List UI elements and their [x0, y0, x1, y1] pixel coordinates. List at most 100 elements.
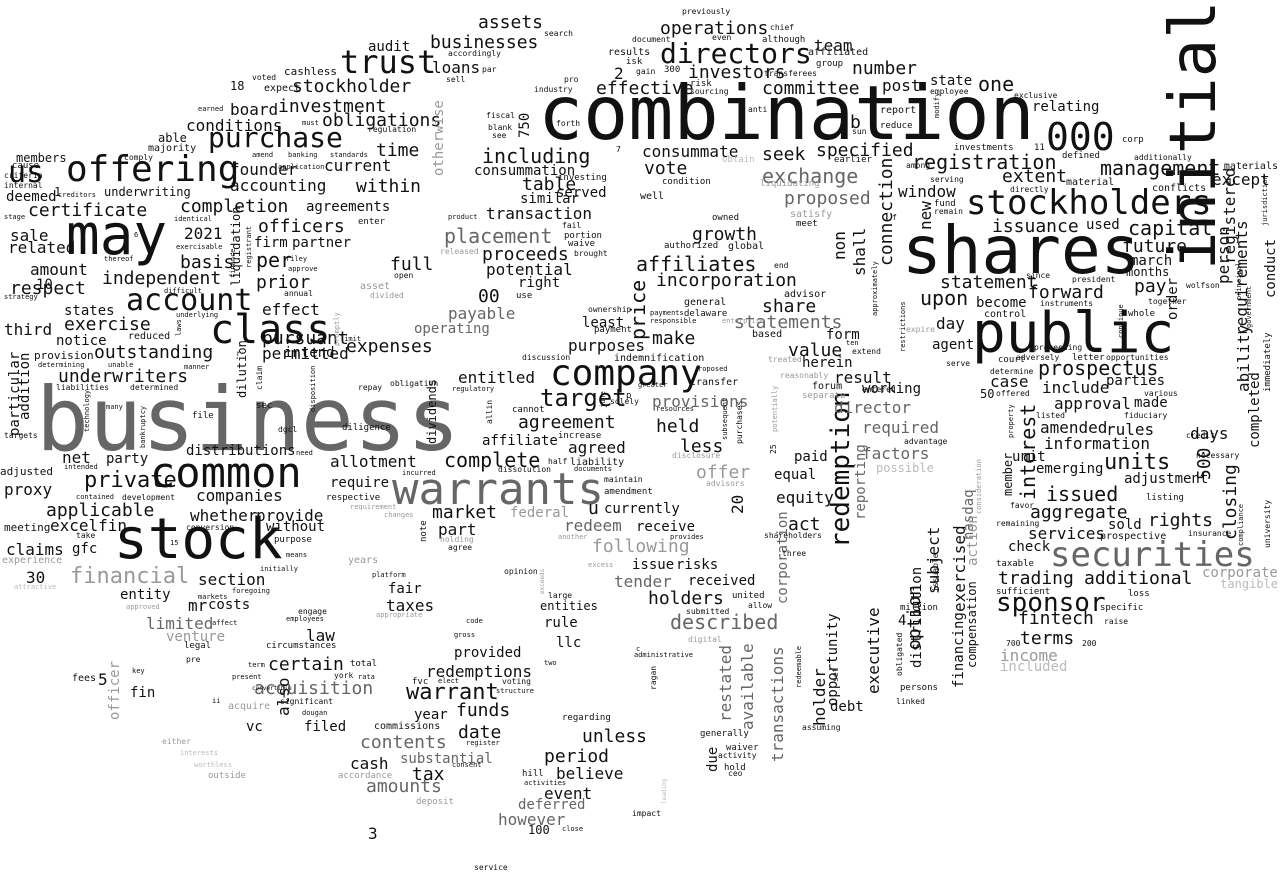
word-persons: persons	[900, 683, 938, 693]
word-necessary: necessary	[1196, 451, 1240, 460]
word-expenses: expenses	[346, 336, 433, 357]
word-effect: effect	[262, 300, 320, 319]
word-officer: officer	[107, 660, 123, 720]
word-ii: ii	[212, 697, 221, 705]
word-used: used	[1086, 217, 1120, 233]
word-statements: statements	[734, 312, 843, 333]
word-discussion: discussion	[522, 353, 571, 362]
word-defined: defined	[1062, 151, 1100, 161]
word-agree: agree	[448, 543, 473, 552]
word-proxy: proxy	[4, 480, 53, 499]
word-even: even	[712, 33, 732, 42]
word-opinion: opinion	[504, 567, 538, 576]
word-pay: pay	[1134, 276, 1167, 297]
word-additional: additional	[1084, 568, 1193, 589]
word-officers: officers	[258, 216, 345, 237]
word-fintech: fintech	[1018, 608, 1094, 629]
word-statement: statement	[940, 272, 1038, 293]
word-operations: operations	[660, 18, 769, 39]
word-income: income	[1000, 646, 1058, 665]
word-act: act	[788, 514, 821, 535]
word-amount: amount	[30, 260, 88, 279]
word-described: described	[670, 610, 779, 634]
word-possible: possible	[876, 461, 934, 475]
word-cash: cash	[350, 754, 389, 773]
word-regarding: regarding	[562, 713, 611, 723]
word-earned: earned	[198, 105, 224, 113]
word-principal: principal	[1235, 262, 1243, 300]
word-except: except	[1212, 170, 1270, 189]
word-thereof: thereof	[104, 255, 134, 263]
word-parties: parties	[1106, 373, 1166, 389]
word-trading: trading	[998, 568, 1074, 589]
word-present: present	[232, 673, 262, 681]
word-released: released	[440, 247, 479, 256]
word-owned: owned	[712, 213, 740, 223]
word-years: years	[348, 555, 379, 566]
word-requirement: requirement	[350, 503, 397, 511]
word-sale: sale	[10, 226, 49, 245]
word-loss: loss	[1128, 589, 1150, 599]
word-executive: executive	[864, 607, 883, 694]
word-purpose: purpose	[274, 535, 312, 545]
word-approve: approve	[288, 265, 318, 273]
word-effective: effective	[596, 78, 694, 99]
word-currently: currently	[604, 501, 680, 517]
word-resources: resources	[656, 405, 694, 413]
word-remaining: remaining	[996, 519, 1040, 528]
word-greater: greater	[638, 381, 668, 389]
word-check: check	[1008, 539, 1051, 555]
word-action: action	[965, 515, 981, 566]
word-completed: completed	[1247, 372, 1263, 448]
word-taxes: taxes	[386, 596, 435, 615]
word-year: year	[414, 707, 448, 723]
word-agent: agent	[932, 337, 975, 353]
word-claim: claim	[255, 365, 264, 390]
word-amended: amended	[1040, 418, 1108, 437]
word-believe: believe	[556, 764, 624, 783]
word-days: days	[1190, 424, 1229, 443]
word-case: case	[990, 372, 1029, 391]
word-4: 4	[898, 613, 907, 629]
word-application: application	[278, 163, 325, 171]
word-continue: continue	[1117, 304, 1125, 338]
word-bankruptcy: bankruptcy	[139, 405, 147, 448]
word-corp: corp	[1122, 135, 1144, 145]
word-prior: prior	[256, 272, 311, 293]
word-brought: brought	[574, 249, 608, 258]
word-accordingly: accordingly	[448, 49, 501, 58]
word-provide: provide	[256, 506, 324, 525]
word-anti: anti	[748, 105, 768, 114]
word-factors: factors	[862, 444, 930, 463]
word-proceeds: proceeds	[482, 244, 569, 265]
word-holder: holder	[810, 668, 829, 726]
word-funds: funds	[456, 700, 511, 721]
word-terms: terms	[1020, 628, 1075, 649]
word-additionally: additionally	[1134, 153, 1192, 162]
word-materials: materials	[1223, 161, 1278, 172]
word-provisions: provisions	[652, 392, 749, 411]
word-warrants: warrants	[392, 464, 604, 515]
word-disposition: disposition	[309, 365, 317, 412]
word-assets: assets	[478, 12, 544, 33]
word-activities: activities	[524, 779, 567, 787]
word-riley: riley	[286, 255, 308, 263]
word-since: since	[1026, 271, 1051, 280]
word-members: members	[16, 151, 67, 165]
word-forum: forum	[812, 381, 843, 392]
word-purchases: purchases	[735, 400, 744, 444]
word-shall: shall	[850, 227, 869, 276]
word-enter: enter	[358, 217, 386, 227]
word-significant: significant	[280, 697, 333, 706]
word-consummation: consummation	[474, 163, 576, 179]
word-connection: connection	[876, 157, 897, 266]
word-obtain: obtain	[722, 155, 755, 165]
word-however: however	[498, 810, 566, 829]
word-pursuant: pursuant	[262, 328, 349, 349]
word-information: information	[1044, 434, 1150, 453]
word-exclusive: exclusive	[1014, 91, 1058, 100]
word-committee: committee	[762, 78, 860, 99]
word-entities: entities	[540, 599, 598, 613]
word-incurred: incurred	[402, 469, 436, 477]
word-separate: separate	[802, 391, 846, 401]
